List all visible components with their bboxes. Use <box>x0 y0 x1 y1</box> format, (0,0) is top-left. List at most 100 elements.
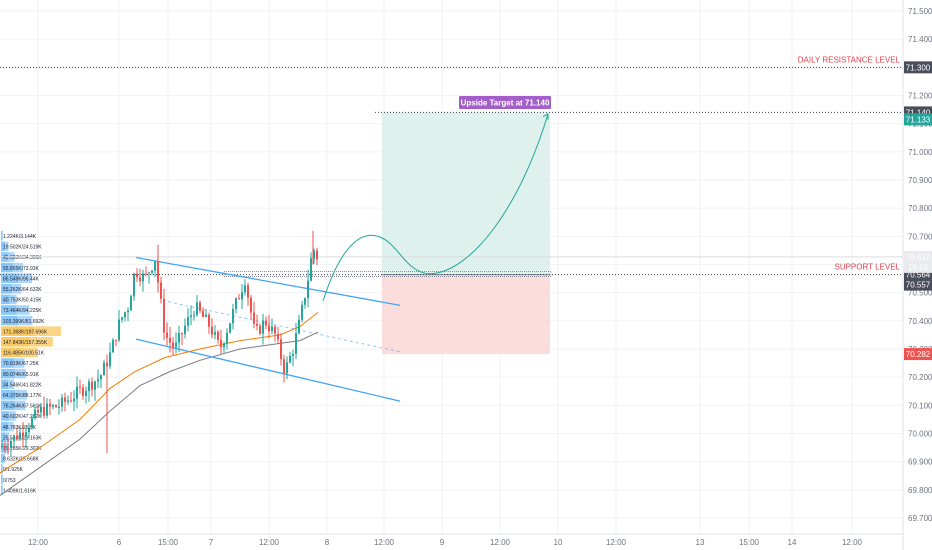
volume-bar-down <box>2 464 3 474</box>
price-tick-label: 70.900 <box>908 176 932 185</box>
volume-bar-down <box>29 337 53 347</box>
volume-bar-up <box>1 443 6 453</box>
price-tag-text: 71.140 <box>906 108 931 117</box>
volume-bar-down <box>12 284 22 294</box>
candle-body <box>211 326 213 335</box>
price-tick-label: 71.200 <box>908 92 932 101</box>
volume-profile-label: 70.819K/67.25K <box>3 361 40 367</box>
price-tick-label: 71.400 <box>908 35 932 44</box>
candle-body <box>100 375 102 380</box>
price-tick-label: 70.400 <box>908 317 932 326</box>
time-axis[interactable]: 12:00 6 15:00 7 12:00 8 12:00 9 12:00 10 12:00 13 15… <box>0 533 903 547</box>
price-tag <box>904 250 932 273</box>
candle-body <box>76 386 78 399</box>
candle-body <box>154 261 156 271</box>
candle-body <box>283 359 285 374</box>
price-tag-text: 70.282 <box>906 350 931 359</box>
candle-body <box>25 432 27 437</box>
volume-bar-down <box>9 294 17 305</box>
volume-profile-label: 40.602K/47.282K <box>3 414 42 420</box>
volume-bar-down <box>13 358 25 368</box>
candle-body <box>61 397 63 407</box>
candle-body <box>289 355 291 363</box>
candle-body <box>181 333 183 335</box>
price-tick-label: 71.500 <box>908 7 932 16</box>
volume-profile-label: 0/753 <box>3 478 16 484</box>
time-tick-label: 12:00 <box>259 538 280 547</box>
price-tag-text: 70.627 <box>906 253 931 262</box>
price-tick-label: 69.700 <box>908 514 932 523</box>
candle-body <box>253 312 255 324</box>
stop-zone <box>382 274 550 355</box>
time-tick-label: 8 <box>325 538 330 547</box>
volume-bar-down <box>5 432 10 442</box>
volume-bar-down <box>21 347 38 358</box>
candle-body <box>28 427 30 433</box>
price-tag <box>904 278 932 291</box>
candle-body <box>19 432 21 440</box>
price-tag-countdown: 16:18 <box>908 263 929 272</box>
candle-body <box>268 325 270 332</box>
volume-bar-up <box>1 262 14 273</box>
price-axis[interactable]: 71.50071.40071.30071.20071.10071.00070.9… <box>902 0 932 550</box>
candle-body <box>262 320 264 334</box>
candle-body <box>196 302 198 316</box>
volume-profile-label: 40.753K/50.415K <box>3 298 42 304</box>
candle-body <box>133 273 135 297</box>
time-tick-label: 9 <box>440 538 445 547</box>
volume-bar-up <box>1 485 3 495</box>
candle-body <box>274 326 276 334</box>
volume-bar-down <box>18 315 33 326</box>
volume-profile-label: 171.368K/197.696K <box>3 329 48 335</box>
candle-body <box>256 323 258 326</box>
volume-profile-label: 86.549K/96.44K <box>3 276 40 282</box>
candle-body <box>226 332 228 344</box>
candle-body <box>169 337 171 343</box>
volume-profile-label: 55.855K/73.93K <box>3 266 40 272</box>
candle-body <box>46 403 48 416</box>
volume-bar-up <box>1 231 3 241</box>
candle-body <box>190 315 192 318</box>
candle-body <box>166 332 168 338</box>
volume-bar-up <box>1 241 6 252</box>
candle-body <box>202 310 204 317</box>
volume-bar-up <box>1 368 15 379</box>
candle-body <box>280 339 282 360</box>
volume-profile-label: 34.546K/41.822K <box>3 382 42 388</box>
volume-bar-down <box>2 231 3 241</box>
volume-bar-up <box>1 337 30 347</box>
price-tag-text: 71.133 <box>906 115 931 124</box>
candle-body <box>109 352 111 367</box>
time-tick-label: 6 <box>117 538 122 547</box>
volume-bar-down <box>14 400 26 411</box>
level-label: DAILY RESISTANCE LEVEL <box>798 55 901 64</box>
volume-bar-down <box>9 411 16 421</box>
price-tick-label: 70.200 <box>908 373 932 382</box>
volume-profile-label: 147.843K/157.355K <box>3 340 48 346</box>
volume-profile-label: 45.633K/34.306K <box>3 255 42 261</box>
volume-bar-down <box>15 390 27 400</box>
volume-bar-down <box>13 262 24 273</box>
candle-body <box>52 405 54 407</box>
candle-body <box>16 435 18 440</box>
candle-body <box>277 333 279 340</box>
position-zones <box>382 112 550 355</box>
candle-body <box>250 297 252 313</box>
candle-body <box>22 432 24 437</box>
candle-body <box>103 362 105 376</box>
candle-body <box>307 280 309 299</box>
volume-bar-up <box>1 273 19 283</box>
time-tick-label: 14 <box>788 538 797 547</box>
candle-body <box>298 319 300 334</box>
candle-body <box>10 441 12 448</box>
candle-body <box>79 386 81 388</box>
channel-lower-line <box>135 338 401 402</box>
candle-body <box>121 317 123 320</box>
candle-body <box>112 339 114 353</box>
volume-profile-label: 1.224K/3.144K <box>3 234 37 240</box>
candle-body <box>64 397 66 402</box>
candle-body <box>70 400 72 402</box>
volume-bar-up <box>1 453 4 464</box>
volume-profile-label: 55.262K/64.632K <box>3 287 42 293</box>
